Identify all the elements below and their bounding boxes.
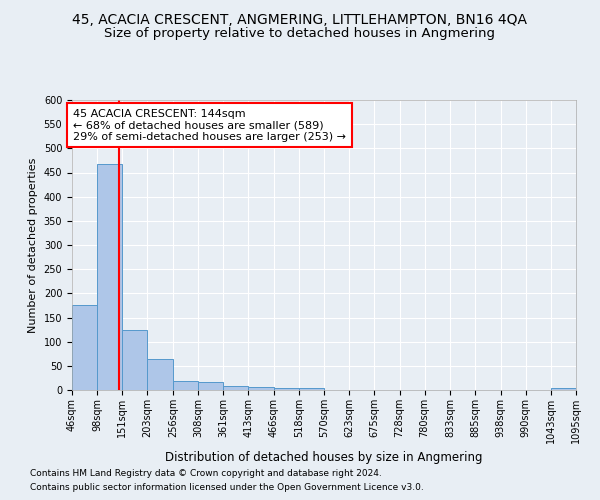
Bar <box>551 388 576 390</box>
Text: 45 ACACIA CRESCENT: 144sqm
← 68% of detached houses are smaller (589)
29% of sem: 45 ACACIA CRESCENT: 144sqm ← 68% of deta… <box>73 108 346 142</box>
Bar <box>173 382 198 390</box>
Text: Contains HM Land Registry data © Crown copyright and database right 2024.: Contains HM Land Registry data © Crown c… <box>30 468 382 477</box>
Bar <box>198 382 223 390</box>
Bar <box>148 358 173 390</box>
Bar <box>299 388 324 390</box>
Bar <box>274 388 299 390</box>
Text: 45, ACACIA CRESCENT, ANGMERING, LITTLEHAMPTON, BN16 4QA: 45, ACACIA CRESCENT, ANGMERING, LITTLEHA… <box>73 12 527 26</box>
Bar <box>122 330 148 390</box>
Bar <box>248 387 274 390</box>
X-axis label: Distribution of detached houses by size in Angmering: Distribution of detached houses by size … <box>165 452 483 464</box>
Bar <box>97 164 122 390</box>
Text: Contains public sector information licensed under the Open Government Licence v3: Contains public sector information licen… <box>30 484 424 492</box>
Y-axis label: Number of detached properties: Number of detached properties <box>28 158 38 332</box>
Text: Size of property relative to detached houses in Angmering: Size of property relative to detached ho… <box>104 28 496 40</box>
Bar <box>72 305 97 390</box>
Bar <box>223 386 248 390</box>
